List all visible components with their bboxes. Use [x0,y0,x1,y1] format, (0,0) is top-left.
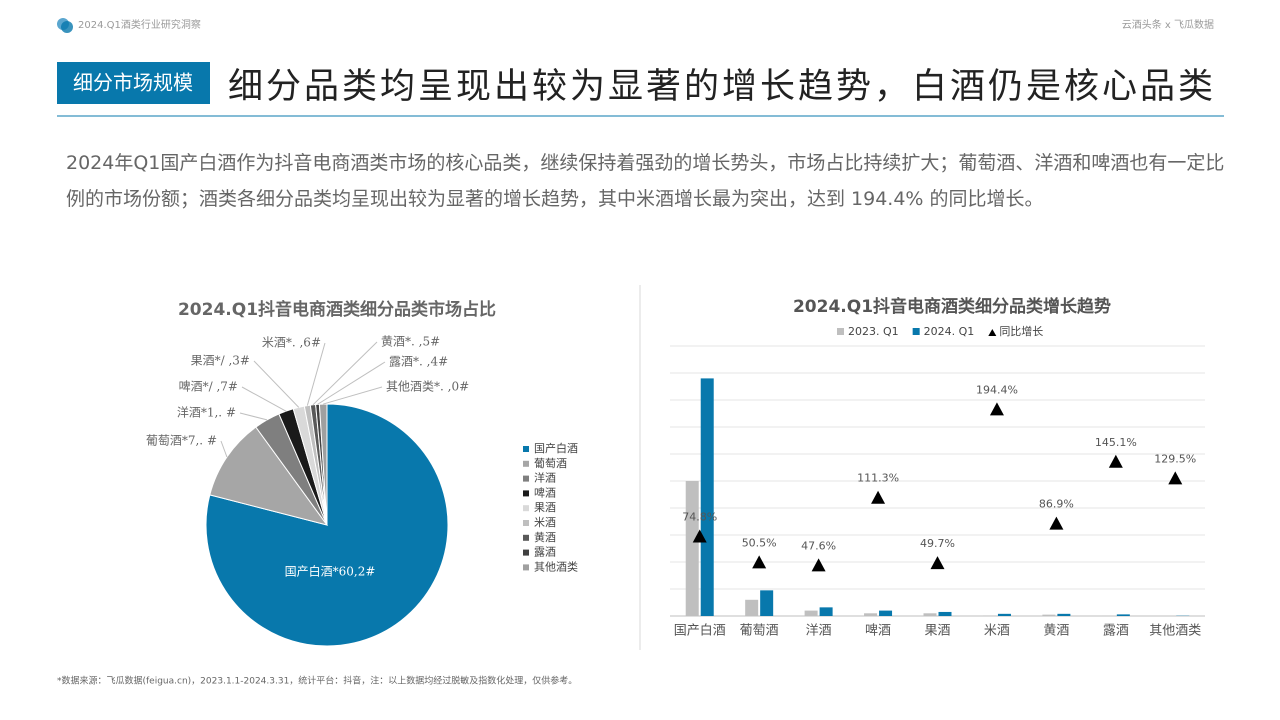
legend-label: 黄酒 [534,530,556,544]
growth-marker [1168,471,1183,485]
legend-label: 2024. Q1 [924,325,975,338]
legend-swatch [523,490,529,497]
legend-marker [988,329,997,336]
legend-swatch [523,520,529,526]
data-label: 129.5% [1154,452,1196,465]
leader-line [317,361,386,405]
data-label: 47.6% [801,539,836,552]
x-tick-label: 葡萄酒 [740,624,779,639]
legend-swatch [523,475,529,482]
data-label: 49.7% [920,537,955,550]
x-tick-label: 露酒 [1103,624,1129,639]
bar [1057,613,1071,616]
legend-label: 洋酒 [534,471,556,485]
growth-marker [871,490,886,504]
growth-marker [1108,454,1123,468]
x-tick-label: 其他酒类 [1149,624,1201,639]
footnote: *数据来源：飞瓜数据(feigua.cn)，2023.1.1-2024.3.31… [57,675,577,687]
legend-label: 2023. Q1 [848,325,899,338]
bar [760,590,774,616]
legend-swatch [523,549,529,556]
leader-line [239,412,268,421]
page-title: 细分品类均呈现出较为显著的增长趋势，白酒仍是核心品类 [228,67,1213,107]
x-tick-label: 洋酒 [806,624,832,639]
legend-swatch [523,534,529,541]
data-label: 145.1% [1095,436,1137,449]
legend-swatch [523,564,529,571]
chart-title: 2024.Q1抖音电商酒类细分品类市场占比 [178,299,496,320]
pie-slice [209,426,329,526]
bar [804,610,818,616]
growth-marker [752,555,767,569]
growth-marker [811,558,826,572]
x-tick-label: 啤酒 [865,624,891,639]
bar [997,613,1011,616]
slice-label: 米酒*. ,6# [262,336,321,350]
bar [819,607,833,616]
paragraph: 2024年Q1国产白酒作为抖音电商酒类市场的核心品类，继续保持着强劲的增长势头，… [66,152,1225,210]
slice-label: 国产白酒*60,2# [285,564,376,579]
bar [685,481,699,616]
growth-marker [1049,516,1064,530]
legend-label: 其他酒类 [534,559,578,573]
legend-label: 露酒 [534,546,556,559]
bar [923,613,937,616]
leader-line [306,342,326,406]
bar [938,611,952,616]
slice-label: 洋酒*1,. # [177,405,236,420]
logo [61,21,73,33]
x-tick-label: 黄酒 [1043,624,1069,639]
slice-label: 黄酒*. ,5# [381,335,440,349]
x-tick-label: 果酒 [924,624,950,639]
legend-swatch [523,446,529,452]
legend-swatch [523,505,529,512]
growth-marker [692,529,707,543]
legend-label: 米酒 [534,516,556,529]
data-label: 86.9% [1039,498,1074,511]
pie-slice [318,403,328,526]
legend-label: 同比增长 [999,324,1043,338]
leader-line [241,386,287,412]
chart-title: 2024.Q1抖音电商酒类细分品类增长趋势 [793,296,1111,317]
data-label: 194.4% [976,383,1018,396]
data-label: 74.8% [682,510,717,523]
legend-label: 啤酒 [534,485,556,499]
legend-swatch [912,328,920,335]
leader-line [323,386,383,405]
bar [864,613,878,616]
bar [982,615,996,616]
bar [1042,614,1056,616]
bar [745,599,759,616]
data-label: 111.3% [857,472,899,485]
bar [1116,614,1130,616]
leader-line [220,440,228,458]
bar [879,610,893,616]
tag: 细分市场规模 [73,71,193,95]
slice-label: 果酒*/ ,3# [191,354,250,368]
slice-label: 其他酒类*. ,0# [386,380,469,394]
legend-label: 果酒 [534,501,556,514]
slice-label: 啤酒*/ ,7# [179,379,238,394]
tag-box [57,62,210,104]
slice-label: 葡萄酒*7,. # [146,434,217,448]
leader-line [312,341,378,406]
report-name: 2024.Q1酒类行业研究洞察 [78,18,201,31]
data-label: 50.5% [742,536,777,549]
legend-swatch [523,460,529,467]
growth-marker [930,556,945,570]
legend-label: 葡萄酒 [534,457,567,470]
legend-label: 国产白酒 [534,441,578,455]
leader-line [253,360,300,408]
growth-marker [989,402,1004,416]
legend-swatch [837,328,844,335]
bar [700,378,714,616]
x-tick-label: 米酒 [984,624,1010,639]
paragraph-box: 2024年Q1国产白酒作为抖音电商酒类市场的核心品类，继续保持着强劲的增长势头，… [66,152,1225,210]
slice-label: 露酒*. ,4# [389,355,448,369]
brand: 云酒头条 x 飞瓜数据 [1122,18,1214,31]
x-tick-label: 国产白酒 [674,623,726,639]
